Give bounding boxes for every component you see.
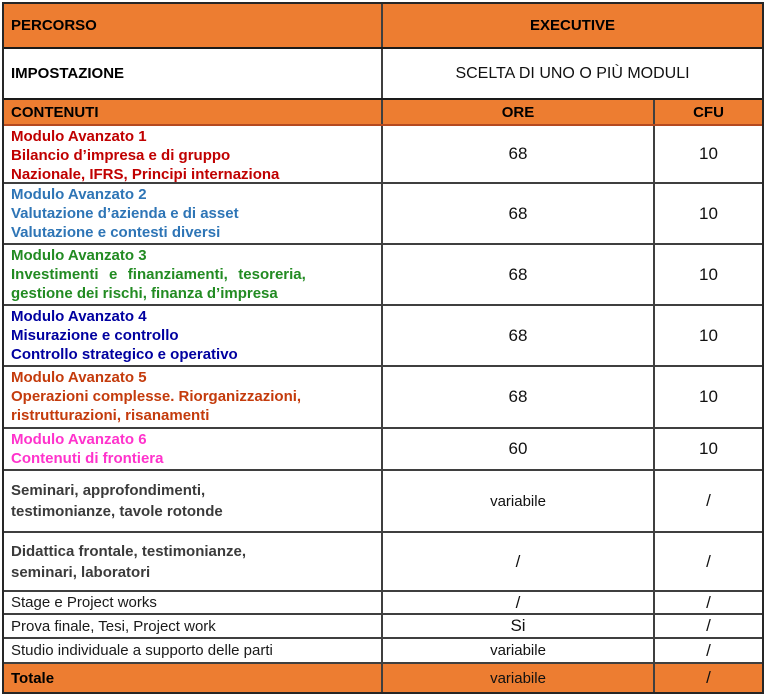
table-row-modulo-5: Modulo Avanzato 5 Operazioni complesse. … xyxy=(4,367,762,429)
modulo-3-ore: 68 xyxy=(383,245,655,304)
totale-cell: Totale xyxy=(4,664,383,692)
table-row-prova-finale: Prova finale, Tesi, Project work Si / xyxy=(4,615,762,639)
didattica-cfu: / xyxy=(706,551,711,571)
stage-cfu: / xyxy=(706,592,711,612)
modulo-3-line: gestione dei rischi, finanza d’impresa xyxy=(11,285,278,302)
modulo-6-title: Modulo Avanzato 6 xyxy=(11,431,147,448)
studio-individuale-ore: variabile xyxy=(383,639,655,662)
studio-individuale-content: Studio individuale a supporto delle part… xyxy=(4,639,383,662)
modulo-2-line: Valutazione e contesti diversi xyxy=(11,224,221,241)
table-row-columns-header: CONTENUTI ORE CFU xyxy=(4,100,762,126)
modulo-4-content: Modulo Avanzato 4 Misurazione e controll… xyxy=(4,306,383,365)
modulo-1-line: Nazionale, IFRS, Principi internaziona xyxy=(11,166,280,183)
modulo-2-title: Modulo Avanzato 2 xyxy=(11,186,147,203)
impostazione-label: IMPOSTAZIONE xyxy=(11,65,125,82)
modulo-4-title: Modulo Avanzato 4 xyxy=(11,308,147,325)
modulo-5-line: Operazioni complesse. Riorganizzazioni, xyxy=(11,388,302,405)
table-row-seminari: Seminari, approfondimenti, testimonianze… xyxy=(4,471,762,533)
prova-finale-content: Prova finale, Tesi, Project work xyxy=(4,615,383,637)
scelta-text: SCELTA DI UNO O PIÙ MODULI xyxy=(455,64,690,82)
modulo-1-line: Bilancio d’impresa e di gruppo xyxy=(11,147,231,164)
prova-finale-line: Prova finale, Tesi, Project work xyxy=(11,617,216,635)
studio-individuale-cfu: / xyxy=(706,640,711,660)
modulo-4-cfu: 10 xyxy=(699,325,718,345)
table-row-didattica: Didattica frontale, testimonianze, semin… xyxy=(4,533,762,592)
ore-label: ORE xyxy=(501,103,535,121)
table-row-modulo-6: Modulo Avanzato 6 Contenuti di frontiera… xyxy=(4,429,762,471)
modulo-6-ore: 60 xyxy=(383,429,655,469)
modulo-5-content: Modulo Avanzato 5 Operazioni complesse. … xyxy=(4,367,383,427)
modulo-5-title: Modulo Avanzato 5 xyxy=(11,369,147,386)
seminari-content: Seminari, approfondimenti, testimonianze… xyxy=(4,471,383,531)
modulo-3-title: Modulo Avanzato 3 xyxy=(11,247,147,264)
modulo-1-cfu: 10 xyxy=(699,144,718,163)
table-row-stage: Stage e Project works / / xyxy=(4,592,762,615)
studio-individuale-line: Studio individuale a supporto delle part… xyxy=(11,642,273,659)
table-row-modulo-3: Modulo Avanzato 3 Investimenti e finanzi… xyxy=(4,245,762,306)
cfu-header-cell: CFU xyxy=(655,100,762,124)
didattica-ore: / xyxy=(383,533,655,590)
didattica-content: Didattica frontale, testimonianze, semin… xyxy=(4,533,383,590)
table-row-modulo-2: Modulo Avanzato 2 Valutazione d’azienda … xyxy=(4,184,762,245)
modulo-4-ore: 68 xyxy=(383,306,655,365)
prova-finale-ore: Si xyxy=(383,615,655,637)
seminari-cfu: / xyxy=(706,491,711,510)
modulo-2-line: Valutazione d’azienda e di asset xyxy=(11,205,239,222)
percorso-label: PERCORSO xyxy=(11,17,97,34)
seminari-line: Seminari, approfondimenti, xyxy=(11,482,206,499)
executive-cell: EXECUTIVE xyxy=(383,4,762,47)
modulo-3-line: Investimenti e finanziamenti, tesoreria, xyxy=(11,266,306,283)
totale-ore: variabile xyxy=(383,664,655,692)
modulo-3-cfu: 10 xyxy=(699,264,718,284)
modulo-5-cfu: 10 xyxy=(699,387,718,406)
percorso-cell: PERCORSO xyxy=(4,4,383,47)
modulo-2-cfu: 10 xyxy=(699,203,718,223)
modulo-6-content: Modulo Avanzato 6 Contenuti di frontiera xyxy=(4,429,383,469)
table-row-studio-individuale: Studio individuale a supporto delle part… xyxy=(4,639,762,664)
ore-header-cell: ORE xyxy=(383,100,655,124)
modulo-1-title: Modulo Avanzato 1 xyxy=(11,128,147,145)
totale-label: Totale xyxy=(11,669,55,687)
stage-ore: / xyxy=(383,592,655,613)
table-row-percorso: PERCORSO EXECUTIVE xyxy=(4,4,762,49)
table-row-modulo-1: Modulo Avanzato 1 Bilancio d’impresa e d… xyxy=(4,126,762,184)
modulo-5-ore: 68 xyxy=(383,367,655,427)
table-row-impostazione: IMPOSTAZIONE SCELTA DI UNO O PIÙ MODULI xyxy=(4,49,762,100)
impostazione-cell: IMPOSTAZIONE xyxy=(4,49,383,98)
modulo-5-line: ristrutturazioni, risanamenti xyxy=(11,407,210,424)
didattica-line: Didattica frontale, testimonianze, xyxy=(11,542,247,560)
cfu-label: CFU xyxy=(693,103,724,121)
stage-content: Stage e Project works xyxy=(4,592,383,613)
prova-finale-cfu: / xyxy=(706,616,711,635)
contenuti-cell: CONTENUTI xyxy=(4,100,383,124)
totale-cfu: / xyxy=(706,668,711,687)
modulo-2-ore: 68 xyxy=(383,184,655,243)
didattica-line: seminari, laboratori xyxy=(11,563,151,581)
modulo-6-cfu: 10 xyxy=(699,439,718,458)
table-row-modulo-4: Modulo Avanzato 4 Misurazione e controll… xyxy=(4,306,762,367)
modulo-1-ore: 68 xyxy=(383,126,655,182)
table-row-totale: Totale variabile / xyxy=(4,664,762,692)
modulo-3-content: Modulo Avanzato 3 Investimenti e finanzi… xyxy=(4,245,383,304)
scelta-cell: SCELTA DI UNO O PIÙ MODULI xyxy=(383,49,762,98)
executive-label: EXECUTIVE xyxy=(529,17,616,34)
modulo-4-line: Misurazione e controllo xyxy=(11,327,179,344)
modulo-2-content: Modulo Avanzato 2 Valutazione d’azienda … xyxy=(4,184,383,243)
stage-line: Stage e Project works xyxy=(11,594,157,611)
modulo-4-line: Controllo strategico e operativo xyxy=(11,346,238,363)
contenuti-label: CONTENUTI xyxy=(11,103,99,121)
seminari-ore: variabile xyxy=(383,471,655,531)
modulo-6-line: Contenuti di frontiera xyxy=(11,450,164,467)
seminari-line: testimonianze, tavole rotonde xyxy=(11,503,223,520)
modulo-1-content: Modulo Avanzato 1 Bilancio d’impresa e d… xyxy=(4,126,383,183)
